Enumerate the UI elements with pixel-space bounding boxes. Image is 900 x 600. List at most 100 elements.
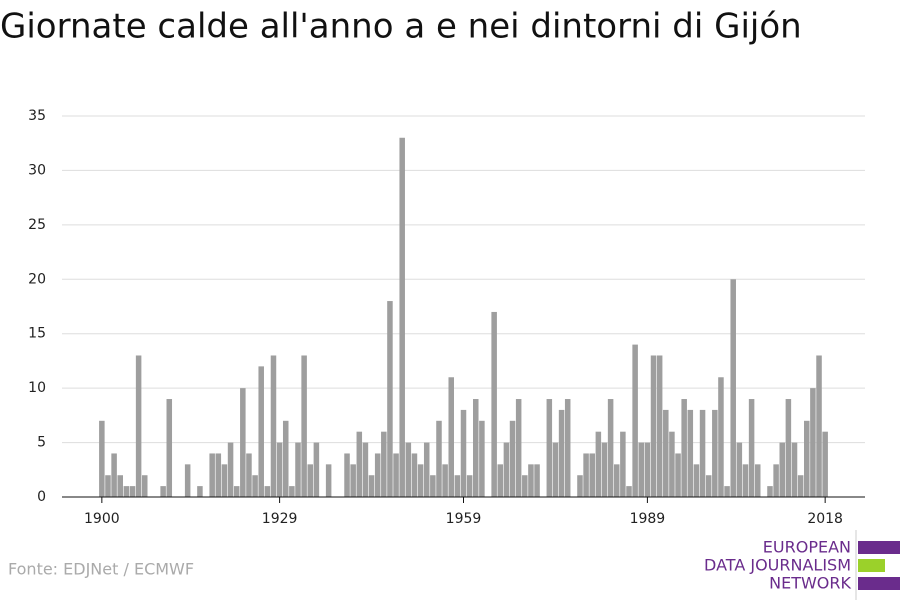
bar (368, 475, 375, 497)
bar (215, 453, 222, 497)
bar (681, 399, 687, 497)
bar (730, 279, 736, 497)
logo-bar (858, 559, 885, 572)
bar (528, 464, 534, 497)
bar (99, 420, 105, 497)
bar (295, 442, 301, 497)
bar (111, 453, 117, 497)
y-tick-label: 15 (28, 326, 46, 342)
bar (687, 409, 694, 497)
bar (748, 399, 755, 497)
x-tick-label: 1959 (446, 511, 482, 527)
logo-bar (858, 541, 900, 554)
bar (791, 442, 798, 497)
bar (417, 464, 424, 497)
bar (522, 475, 528, 497)
bar (423, 442, 430, 497)
bar (515, 399, 522, 497)
bar (589, 453, 595, 497)
bar (705, 475, 712, 497)
bar (344, 453, 350, 497)
bar (509, 420, 516, 497)
bar (675, 453, 681, 497)
bar (491, 311, 497, 497)
bar (473, 399, 479, 497)
y-tick-label: 0 (37, 489, 46, 505)
bar (466, 475, 473, 497)
bar (442, 464, 448, 497)
source: Fonte: EDJNet / ECMWF (8, 560, 194, 579)
bar (264, 486, 271, 497)
bar (699, 409, 706, 497)
bar (767, 486, 773, 497)
bar (497, 464, 504, 497)
x-tick-label: 1900 (84, 511, 120, 527)
logo-text: EUROPEAN (763, 538, 851, 557)
bar (785, 399, 792, 497)
bar (779, 442, 786, 497)
bar (620, 431, 626, 497)
bar (773, 464, 779, 497)
bar (718, 377, 724, 497)
bar (822, 431, 828, 497)
bar (105, 475, 111, 497)
bar (479, 420, 485, 497)
bar (160, 486, 166, 497)
bar (141, 475, 148, 497)
bar (362, 442, 369, 497)
bar (583, 453, 589, 497)
bar (810, 388, 816, 497)
bar (626, 486, 632, 497)
bar (117, 475, 123, 497)
bar (663, 409, 669, 497)
bar (564, 399, 571, 497)
bar (374, 453, 381, 497)
bar (387, 301, 393, 497)
bar (246, 453, 252, 497)
bar (209, 453, 215, 497)
bar (221, 464, 228, 497)
bar (460, 409, 467, 497)
bar (503, 442, 510, 497)
bar (123, 486, 130, 497)
bar (632, 344, 638, 497)
bar (240, 388, 246, 497)
y-tick-label: 20 (28, 271, 46, 287)
bar (233, 486, 240, 497)
bar (534, 464, 540, 497)
bar (405, 442, 412, 497)
bar (712, 409, 718, 497)
bar (816, 355, 822, 497)
bar (742, 464, 749, 497)
bar (313, 442, 320, 497)
chart-title: Giornate calde all'anno a e nei dintorni… (0, 7, 802, 47)
bar (797, 475, 804, 497)
bar (644, 442, 651, 497)
bar (252, 475, 258, 497)
bar (656, 355, 663, 497)
bar (558, 409, 565, 497)
bar (754, 464, 761, 497)
bar (638, 442, 645, 497)
bar (129, 486, 136, 497)
bar (411, 453, 418, 497)
y-tick-label: 25 (28, 217, 46, 233)
bar (393, 453, 399, 497)
y-tick-label: 5 (37, 435, 46, 451)
bar (270, 355, 277, 497)
bar (197, 486, 203, 497)
y-tick-label: 10 (28, 380, 46, 396)
bar (301, 355, 307, 497)
bar (448, 377, 454, 497)
bar (399, 137, 405, 497)
x-tick-label: 1929 (262, 511, 298, 527)
bar (356, 431, 363, 497)
bar (258, 366, 264, 497)
bar (650, 355, 657, 497)
bar (430, 475, 436, 497)
x-tick-label: 2018 (807, 511, 843, 527)
bar (724, 486, 730, 497)
bar (736, 442, 743, 497)
logo-text: DATA JOURNALISM (704, 556, 851, 575)
